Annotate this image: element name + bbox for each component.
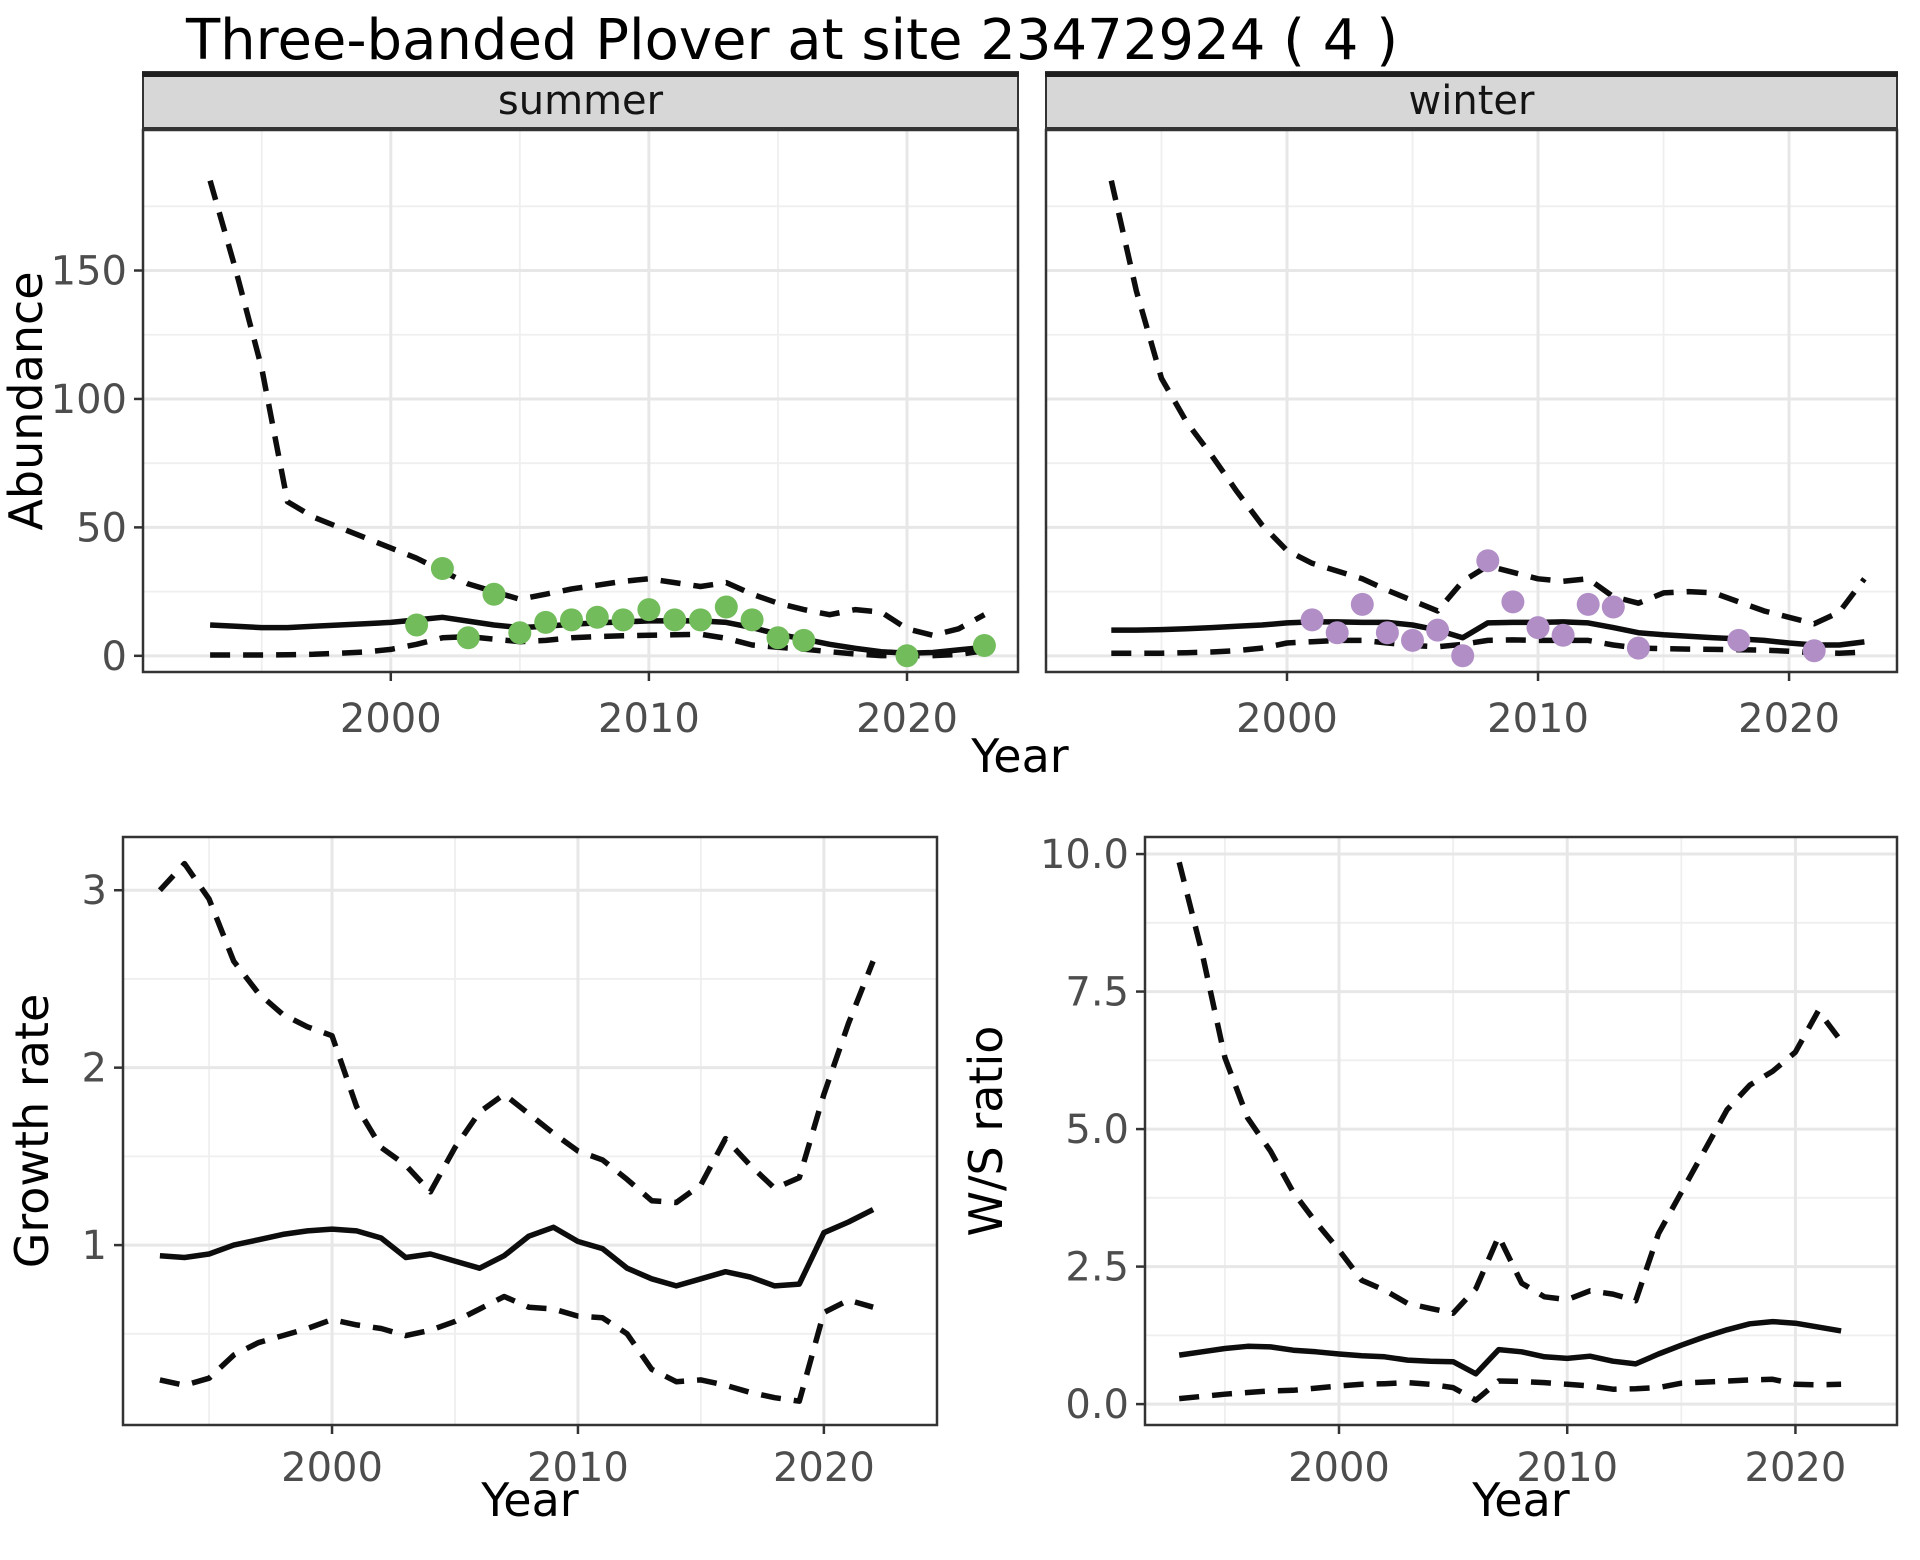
- abundance_winter-upper-95-ci-line: [1108, 179, 1867, 627]
- y-tick-label: 0: [102, 634, 127, 680]
- ws_ratio-lower-95-ci-line: [1178, 1376, 1842, 1403]
- growth_rate-x-axis-title: Year: [480, 1473, 578, 1527]
- abundance_summer-observation-point: [508, 621, 532, 645]
- x-tick-label: 2010: [527, 1445, 629, 1491]
- abundance_winter-observation-point: [1350, 592, 1374, 616]
- abundance_summer-observation-point: [637, 598, 661, 622]
- y-tick-label: 10.0: [1040, 832, 1129, 878]
- y-tick-label: 2: [82, 1046, 107, 1092]
- x-tick-label: 2000: [1236, 696, 1338, 742]
- abundance_summer-observation-point: [663, 608, 687, 632]
- x-tick-label: 2020: [856, 696, 958, 742]
- facet-strip-label: winter: [1409, 78, 1535, 124]
- growth_rate-median-line: [159, 1207, 875, 1289]
- abundance_winter-observation-point: [1401, 628, 1424, 652]
- abundance_summer-upper-95-ci-line: [207, 179, 986, 639]
- abundance_winter-observation-point: [1451, 644, 1475, 668]
- x-tick-label: 2020: [1738, 696, 1840, 742]
- abundance_winter-panel: 2000 2010 2020 winter: [1044, 71, 1899, 742]
- facet-strip: [142, 71, 1019, 129]
- abundance_summer-observation-point: [895, 644, 919, 668]
- growth_rate-y-axis-title: Growth rate: [5, 994, 59, 1269]
- y-tick-label: 7.5: [1065, 970, 1129, 1016]
- abundance_winter-observation-point: [1802, 639, 1826, 663]
- abundance_summer-observation-point: [456, 626, 480, 650]
- abundance_summer-observation-point: [405, 613, 429, 637]
- abundance_winter-observation-point: [1526, 616, 1550, 640]
- y-tick-label: 1: [82, 1223, 107, 1269]
- abundance_winter-observation-point: [1576, 592, 1600, 616]
- abundance_winter-observation-point: [1551, 623, 1575, 647]
- growth_rate-lower-95-ci-line: [159, 1293, 874, 1404]
- abundance_summer-observation-point: [689, 608, 712, 632]
- abundance_winter-observation-point: [1325, 621, 1349, 645]
- abundance_summer-observation-point: [611, 608, 635, 632]
- abundance_summer-y-axis-title: Abundance: [0, 271, 53, 530]
- abundance_winter-observation-point: [1426, 618, 1450, 642]
- ws_ratio-panel: 2000 2010 2020 0.0 2.5 5.0 7.5 10.0 W/S ratio Yea…: [959, 832, 1899, 1527]
- ws_ratio-median-line: [1178, 1318, 1842, 1377]
- ws_ratio-border: [1143, 835, 1899, 1427]
- abundance_winter-observation-point: [1727, 628, 1751, 652]
- abundance_summer-observation-point: [792, 628, 816, 652]
- abundance_winter-border: [1044, 128, 1899, 674]
- x-tick-label: 2020: [1745, 1445, 1847, 1491]
- abundance_winter-observation-point: [1501, 590, 1525, 614]
- y-tick-label: 50: [76, 505, 127, 551]
- abundance_summer-observation-point: [560, 608, 583, 632]
- abundance_summer-observation-point: [534, 610, 558, 634]
- y-tick-label: 2.5: [1065, 1245, 1129, 1291]
- abundance_summer-observation-point: [972, 634, 996, 657]
- facet-strip-label: summer: [498, 78, 664, 124]
- x-tick-label: 2010: [1516, 1445, 1618, 1491]
- growth_rate-border: [121, 835, 939, 1427]
- top-row-x-axis-title: Year: [970, 729, 1068, 783]
- facet-strip: [1045, 71, 1898, 129]
- abundance_summer-border: [141, 128, 1020, 674]
- abundance_summer-observation-point: [585, 605, 609, 629]
- ws_ratio-y-axis-title: W/S ratio: [959, 1026, 1013, 1237]
- ws_ratio-x-axis-title: Year: [1471, 1473, 1569, 1527]
- y-tick-label: 3: [82, 868, 107, 914]
- abundance_winter-observation-point: [1375, 621, 1399, 645]
- abundance_winter-observation-point: [1300, 608, 1324, 632]
- y-tick-label: 150: [51, 249, 127, 295]
- y-tick-label: 100: [51, 377, 127, 423]
- x-tick-label: 2000: [1288, 1445, 1390, 1491]
- chart-title: Three-banded Plover at site 23472924 ( 4…: [185, 8, 1399, 73]
- abundance_summer-observation-point: [714, 595, 738, 619]
- abundance_summer-observation-point: [740, 608, 764, 632]
- abundance_summer-observation-point: [430, 557, 454, 580]
- abundance_summer-observation-point: [482, 582, 506, 606]
- x-tick-label: 2000: [281, 1445, 383, 1491]
- abundance_winter-observation-point: [1601, 595, 1625, 619]
- y-tick-label: 5.0: [1065, 1107, 1129, 1153]
- abundance_winter-observation-point: [1626, 636, 1650, 660]
- abundance_winter-observation-point: [1476, 549, 1500, 573]
- y-tick-label: 0.0: [1065, 1382, 1129, 1428]
- x-tick-label: 2010: [1487, 696, 1589, 742]
- growth_rate-upper-95-ci-line: [157, 860, 876, 1206]
- x-tick-label: 2000: [340, 696, 442, 742]
- abundance_summer-observation-point: [766, 626, 790, 650]
- growth_rate-panel: 2000 2010 2020 1 2 3 Growth rate Year: [5, 835, 939, 1527]
- abundance_summer-panel: 2000 2010 2020 0 50 100 150 summer Abundance: [0, 71, 1020, 742]
- x-tick-label: 2020: [773, 1445, 875, 1491]
- ws_ratio-upper-95-ci-line: [1176, 861, 1844, 1317]
- x-tick-label: 2010: [598, 696, 700, 742]
